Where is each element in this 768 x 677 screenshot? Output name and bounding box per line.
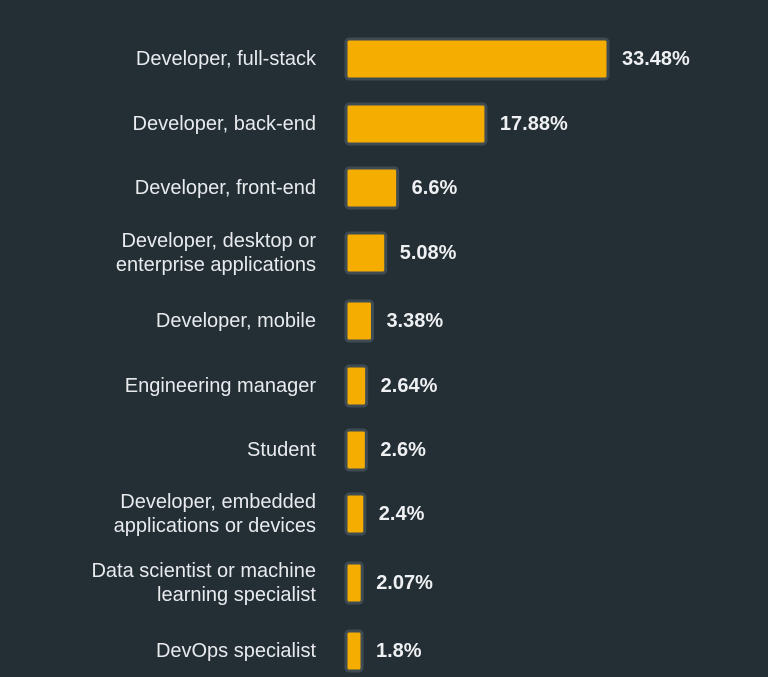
category-label-line: Developer, front-end xyxy=(135,177,316,199)
category-label-line: Developer, desktop or xyxy=(121,230,316,252)
category-label-line: Developer, full-stack xyxy=(136,48,317,70)
category-label-line: Developer, back-end xyxy=(133,113,316,135)
bar-7 xyxy=(344,492,367,536)
bar-8 xyxy=(344,561,364,605)
bar-0 xyxy=(344,37,610,81)
category-label-2: Developer, front-end xyxy=(135,177,316,199)
value-label-3: 5.08% xyxy=(400,242,457,264)
value-label-8: 2.07% xyxy=(376,572,433,594)
category-label-line: DevOps specialist xyxy=(156,640,317,662)
category-label-line: Data scientist or machine xyxy=(91,560,316,582)
category-label-6: Student xyxy=(247,439,316,461)
value-label-1: 17.88% xyxy=(500,113,568,135)
category-label-line: applications or devices xyxy=(114,515,316,537)
value-label-2: 6.6% xyxy=(412,177,458,199)
value-label-0: 33.48% xyxy=(622,48,690,70)
category-label-line: Developer, mobile xyxy=(156,310,316,332)
category-label-0: Developer, full-stack xyxy=(136,48,317,70)
category-label-line: learning specialist xyxy=(157,584,316,606)
category-label-9: DevOps specialist xyxy=(156,640,317,662)
category-label-line: Engineering manager xyxy=(125,375,317,397)
category-label-4: Developer, mobile xyxy=(156,310,316,332)
value-label-4: 3.38% xyxy=(386,310,443,332)
value-label-9: 1.8% xyxy=(376,640,422,662)
bar-5 xyxy=(344,364,369,408)
bar-9 xyxy=(344,629,364,673)
category-label-5: Engineering manager xyxy=(125,375,317,397)
value-label-7: 2.4% xyxy=(379,503,425,525)
category-label-line: enterprise applications xyxy=(116,254,316,276)
category-label-1: Developer, back-end xyxy=(133,113,316,135)
value-label-6: 2.6% xyxy=(380,439,426,461)
bar-3 xyxy=(344,231,388,275)
bar-2 xyxy=(344,166,400,210)
value-label-5: 2.64% xyxy=(381,375,438,397)
bar-6 xyxy=(344,428,368,472)
category-label-line: Student xyxy=(247,439,316,461)
category-label-line: Developer, embedded xyxy=(120,491,316,513)
bar-4 xyxy=(344,299,374,343)
bar-1 xyxy=(344,102,488,146)
